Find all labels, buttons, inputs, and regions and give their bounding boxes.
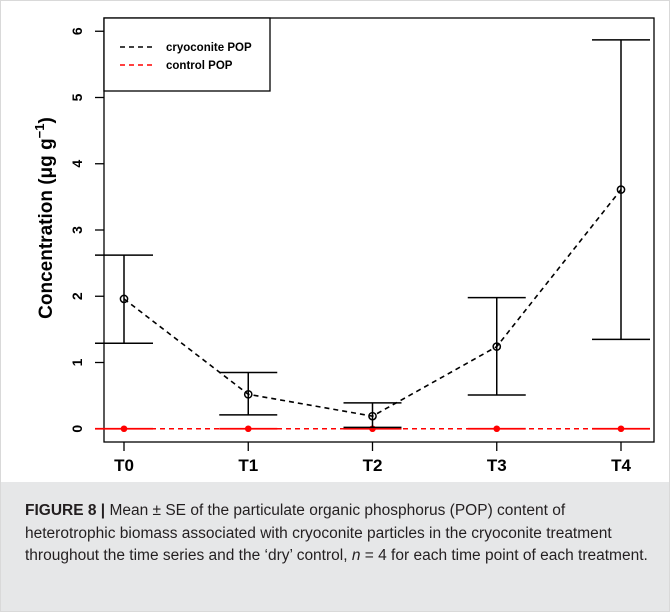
caption-text: FIGURE 8 | Mean ± SE of the particulate …: [25, 500, 653, 568]
data-point-cryoconite: [368, 411, 377, 421]
caption-n-symbol: n: [351, 547, 361, 564]
x-tick-label: T0: [114, 456, 134, 475]
caption-body-2: for each time point of each treatment.: [386, 547, 648, 564]
legend-label-cryoconite: cryoconite POP: [166, 42, 252, 54]
x-tick-label: T4: [611, 456, 631, 475]
legend-label-control: control POP: [166, 60, 233, 72]
x-tick-label: T2: [363, 456, 383, 475]
data-point-control: [120, 425, 128, 433]
y-tick-label: 6: [69, 27, 85, 35]
chart: 0 1 2 3 4 5 6 T0 T1 T2 T3 T4 Concentration (μg g−1…: [32, 17, 655, 475]
y-axis-label-exponent: −1: [32, 124, 47, 139]
caption-body-1: Mean ± SE of the particulate organic pho…: [25, 502, 612, 564]
figure-caption: FIGURE 8 | Mean ± SE of the particulate …: [1, 482, 669, 611]
data-point-cryoconite: [616, 185, 626, 194]
data-point-cryoconite: [492, 342, 502, 351]
y-tick-label: 4: [69, 160, 85, 168]
y-tick-label: 2: [69, 292, 85, 300]
y-tick-label: 3: [69, 226, 85, 234]
legend-box: [103, 17, 271, 92]
data-point-control: [244, 425, 252, 433]
x-tick-label: T3: [487, 456, 507, 475]
x-tick-label: T1: [238, 456, 258, 475]
caption-figure-label: FIGURE 8 |: [25, 502, 106, 519]
data-point-cryoconite: [243, 389, 253, 399]
y-tick-label: 0: [69, 425, 85, 433]
y-axis-label-close: ): [36, 117, 57, 123]
y-axis: 0 1 2 3 4 5 6: [69, 27, 104, 433]
caption-n-value: = 4: [360, 547, 387, 564]
legend: cryoconite POP control POP: [103, 17, 271, 92]
y-tick-label: 1: [69, 358, 85, 366]
x-axis: T0 T1 T2 T3 T4: [114, 442, 631, 475]
data-point-control: [493, 425, 501, 433]
data-point-control: [617, 425, 625, 433]
y-tick-label: 5: [69, 93, 85, 101]
y-axis-label-text: Concentration (μg g: [36, 138, 57, 319]
y-axis-label: Concentration (μg g−1): [32, 117, 57, 319]
series-line-cryoconite: [123, 189, 622, 417]
series-layer: [95, 39, 650, 433]
data-point-cryoconite: [119, 294, 129, 304]
